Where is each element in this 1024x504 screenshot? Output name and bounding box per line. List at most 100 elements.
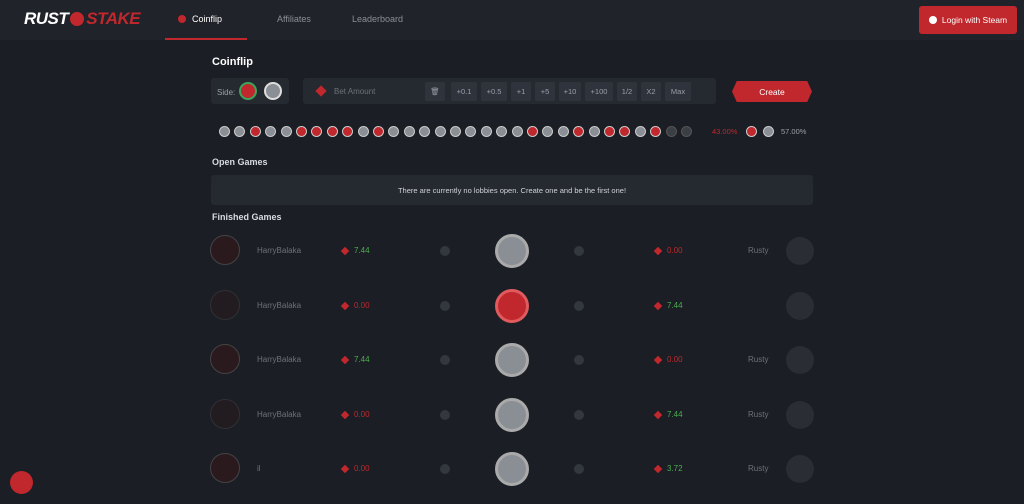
chat-button[interactable] xyxy=(10,471,33,494)
bet-input[interactable]: Bet Amount xyxy=(334,87,376,96)
player-avatar xyxy=(786,291,814,320)
red-percent: 43.00% xyxy=(712,127,738,136)
amount: 7.44 xyxy=(667,409,683,419)
coin-result xyxy=(495,397,529,432)
quick-button[interactable]: +10 xyxy=(559,82,581,101)
amount: 0.00 xyxy=(354,409,370,419)
login-button[interactable]: Login with Steam xyxy=(919,6,1017,34)
quick-button[interactable]: +0.1 xyxy=(451,82,477,101)
coin-result xyxy=(495,452,529,486)
vs-dot xyxy=(440,464,450,474)
history-chip xyxy=(650,126,662,137)
gem-icon xyxy=(653,301,663,310)
history-chip xyxy=(296,126,307,137)
quick-button[interactable]: +100 xyxy=(585,82,613,101)
gem-icon xyxy=(340,464,350,474)
quick-button[interactable]: +0.5 xyxy=(481,82,507,101)
side-label: Side: xyxy=(217,88,236,97)
coin-result xyxy=(495,343,529,377)
logo[interactable]: RUST STAKE xyxy=(24,9,141,29)
nav-coinflip[interactable]: Coinflip xyxy=(192,14,223,24)
gem-icon xyxy=(653,410,663,419)
quick-button[interactable]: +1 xyxy=(511,82,531,101)
amount: 0.00 xyxy=(354,464,370,473)
history-chip xyxy=(280,126,292,137)
side-gray[interactable] xyxy=(264,82,282,100)
history-chip xyxy=(588,126,600,137)
gem-icon xyxy=(340,246,350,256)
history-chip xyxy=(665,126,677,137)
history-chip xyxy=(542,126,554,137)
history-chip xyxy=(265,126,277,137)
player-name: HarryBalaka xyxy=(257,300,302,310)
gem-icon xyxy=(653,246,663,256)
player-name: Rusty xyxy=(748,409,769,419)
login-text: Login with Steam xyxy=(941,15,1008,25)
gem-icon xyxy=(340,301,350,310)
nav-affiliates[interactable]: Affiliates xyxy=(277,14,311,24)
section-title: Open Games xyxy=(212,157,268,167)
coin-result xyxy=(495,288,529,323)
create-button[interactable]: Create xyxy=(732,81,812,102)
player-avatar xyxy=(210,344,240,374)
history-chip xyxy=(527,126,538,137)
vs-dot xyxy=(574,355,584,365)
player-name: HarryBalaka xyxy=(257,355,302,364)
player-name: Rusty xyxy=(748,464,769,473)
player-name: Rusty xyxy=(748,246,769,255)
gem-icon xyxy=(653,355,663,365)
vs-dot xyxy=(440,409,450,420)
gem-icon xyxy=(340,355,350,365)
history-chip xyxy=(357,126,369,137)
section-title: Finished Games xyxy=(212,212,282,222)
history-chip xyxy=(450,126,461,137)
side-red[interactable] xyxy=(239,82,257,100)
player-avatar xyxy=(786,237,814,265)
quick-button[interactable]: 1/2 xyxy=(617,82,637,101)
vs-dot xyxy=(574,409,584,420)
history-chip xyxy=(249,126,261,137)
vs-dot xyxy=(440,355,450,365)
quick-button[interactable]: +5 xyxy=(535,82,555,101)
amount: 7.44 xyxy=(354,246,370,255)
player-avatar xyxy=(210,398,240,429)
history-chip xyxy=(511,126,523,137)
amount: 7.44 xyxy=(354,355,370,364)
history-chip xyxy=(234,126,246,137)
quick-button[interactable]: Max xyxy=(665,82,691,101)
nav-leaderboard[interactable]: Leaderboard xyxy=(352,14,404,24)
gray-percent: 57.00% xyxy=(781,127,807,136)
header xyxy=(0,0,1024,40)
player-avatar xyxy=(786,346,814,374)
gem-icon xyxy=(340,410,350,419)
amount: 0.00 xyxy=(354,300,370,310)
history-chip xyxy=(619,126,631,137)
vs-dot xyxy=(440,300,450,311)
player-avatar xyxy=(786,400,814,429)
history-chip xyxy=(480,126,492,137)
history-chip xyxy=(434,126,446,137)
quick-button[interactable]: X2 xyxy=(641,82,661,101)
amount: 7.44 xyxy=(667,300,683,310)
history-chip xyxy=(681,126,692,137)
player-avatar xyxy=(210,235,240,265)
player-name: HarryBalaka xyxy=(257,246,302,255)
history-chip xyxy=(219,126,230,137)
logo-text: RUST xyxy=(24,9,69,28)
clear-button[interactable]: 🗑 xyxy=(425,82,445,101)
history-chip xyxy=(388,126,400,137)
player-avatar xyxy=(210,453,240,483)
red-chip xyxy=(746,126,757,137)
nav-underline xyxy=(165,38,247,40)
vs-dot xyxy=(574,246,584,256)
history-chip xyxy=(419,126,431,137)
vs-dot xyxy=(574,464,584,474)
history-chip xyxy=(326,126,338,137)
history-chip xyxy=(373,126,384,137)
history-chip xyxy=(342,126,354,137)
amount: 0.00 xyxy=(667,355,683,364)
gray-chip xyxy=(763,126,774,137)
amount: 3.72 xyxy=(667,464,683,473)
vs-dot xyxy=(440,246,450,256)
